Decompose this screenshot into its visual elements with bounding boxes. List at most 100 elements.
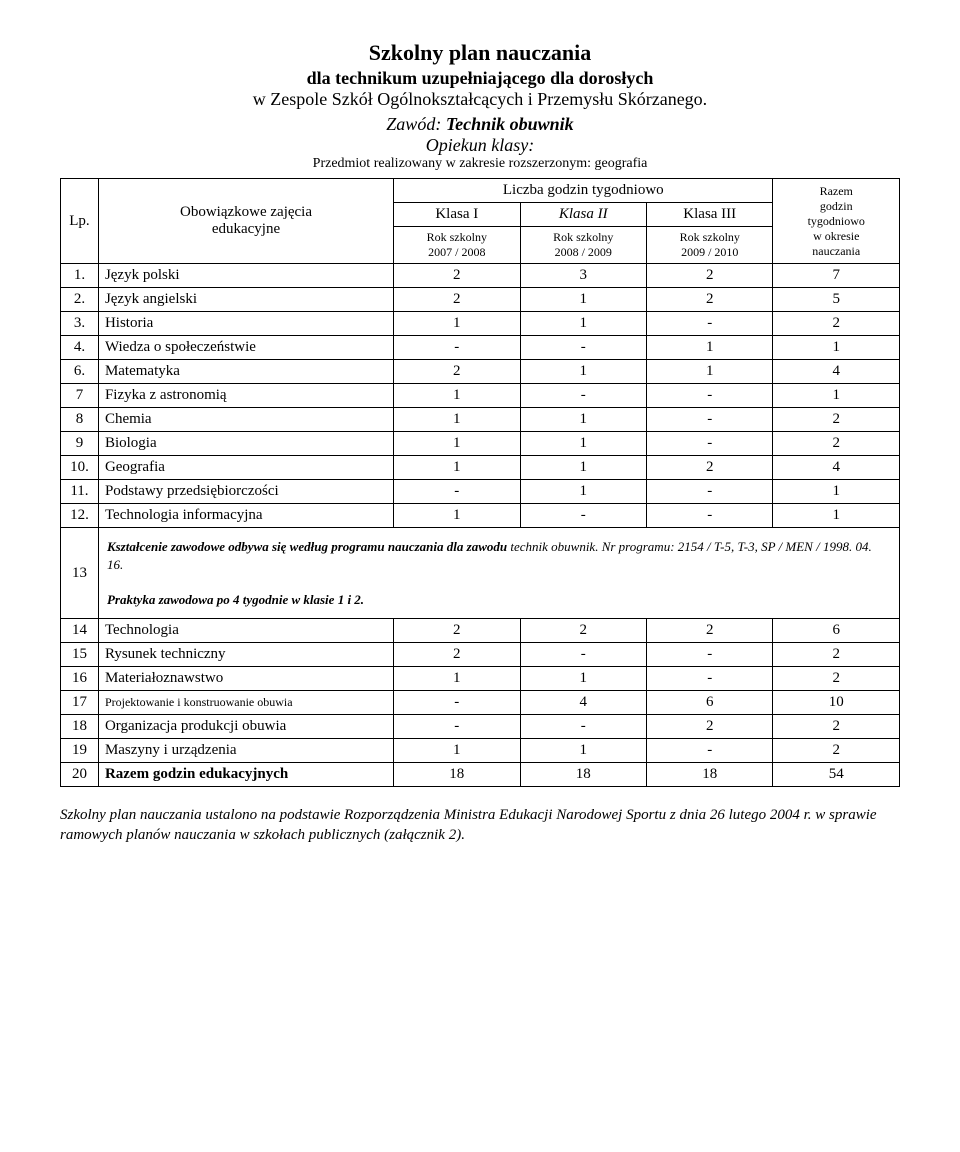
header-total-4: w okresie [779, 229, 893, 244]
note-row: 13Kształcenie zawodowe odbywa się według… [61, 528, 900, 619]
cell-class: 1 [520, 480, 646, 504]
table-row: 8Chemia11-2 [61, 408, 900, 432]
cell-subject: Język angielski [98, 288, 393, 312]
subtitle-2: w Zespole Szkół Ogólnokształcących i Prz… [60, 89, 900, 110]
subtitle-3: Zawód: Technik obuwnik [60, 114, 900, 135]
cell-class: 18 [520, 763, 646, 787]
cell-class: 1 [520, 288, 646, 312]
header-year-3: Rok szkolny 2009 / 2010 [646, 227, 773, 264]
cell-total: 54 [773, 763, 900, 787]
cell-lp: 10. [61, 456, 99, 480]
cell-class: 2 [394, 264, 520, 288]
cell-lp: 8 [61, 408, 99, 432]
header-lp: Lp. [61, 179, 99, 264]
cell-subject: Technologia informacyjna [98, 504, 393, 528]
cell-class: 18 [646, 763, 773, 787]
cell-lp: 7 [61, 384, 99, 408]
header-hours: Liczba godzin tygodniowo [394, 179, 773, 203]
table-row: 7Fizyka z astronomią1--1 [61, 384, 900, 408]
subtitle-1: dla technikum uzupełniającego dla dorosł… [60, 68, 900, 89]
cell-subject: Historia [98, 312, 393, 336]
cell-total: 1 [773, 336, 900, 360]
cell-total: 10 [773, 691, 900, 715]
cell-subject: Organizacja produkcji obuwia [98, 715, 393, 739]
cell-class: 2 [394, 619, 520, 643]
cell-subject: Biologia [98, 432, 393, 456]
cell-total: 2 [773, 739, 900, 763]
cell-lp: 18 [61, 715, 99, 739]
cell-subject: Technologia [98, 619, 393, 643]
note-text: Kształcenie zawodowe odbywa się według p… [98, 528, 899, 619]
table-row: 17Projektowanie i konstruowanie obuwia-4… [61, 691, 900, 715]
cell-class: - [520, 384, 646, 408]
header-year-1: Rok szkolny 2007 / 2008 [394, 227, 520, 264]
cell-class: 2 [646, 715, 773, 739]
cell-lp: 1. [61, 264, 99, 288]
cell-class: - [646, 667, 773, 691]
cell-class: 2 [646, 264, 773, 288]
cell-class: - [520, 336, 646, 360]
cell-lp: 12. [61, 504, 99, 528]
cell-class: - [520, 715, 646, 739]
cell-total: 2 [773, 667, 900, 691]
cell-class: 3 [520, 264, 646, 288]
header-klasa-3: Klasa III [646, 203, 773, 227]
table-row: 20Razem godzin edukacyjnych18181854 [61, 763, 900, 787]
cell-lp: 20 [61, 763, 99, 787]
header-subject: Obowiązkowe zajęcia edukacyjne [98, 179, 393, 264]
header-subject-bot: edukacyjne [105, 221, 387, 238]
cell-class: 1 [394, 408, 520, 432]
cell-class: - [646, 384, 773, 408]
cell-lp: 17 [61, 691, 99, 715]
cell-class: - [646, 312, 773, 336]
cell-class: - [646, 480, 773, 504]
cell-class: 1 [646, 336, 773, 360]
cell-class: 2 [394, 360, 520, 384]
table-row: 14Technologia2226 [61, 619, 900, 643]
cell-lp: 19 [61, 739, 99, 763]
cell-class: 2 [646, 288, 773, 312]
cell-class: 1 [646, 360, 773, 384]
cell-subject: Fizyka z astronomią [98, 384, 393, 408]
cell-class: - [646, 504, 773, 528]
cell-class: - [394, 480, 520, 504]
table-row: 10.Geografia1124 [61, 456, 900, 480]
cell-class: 1 [394, 384, 520, 408]
cell-class: 1 [520, 312, 646, 336]
cell-class: 2 [646, 456, 773, 480]
cell-subject: Podstawy przedsiębiorczości [98, 480, 393, 504]
cell-subject: Geografia [98, 456, 393, 480]
header-total-5: nauczania [779, 244, 893, 259]
table-row: 11.Podstawy przedsiębiorczości-1-1 [61, 480, 900, 504]
cell-class: - [646, 408, 773, 432]
cell-class: - [520, 504, 646, 528]
cell-lp: 9 [61, 432, 99, 456]
cell-class: - [394, 715, 520, 739]
header-total: Razem godzin tygodniowo w okresie naucza… [773, 179, 900, 264]
cell-lp: 11. [61, 480, 99, 504]
cell-class: 4 [520, 691, 646, 715]
table-row: 9Biologia11-2 [61, 432, 900, 456]
header-total-3: tygodniowo [779, 214, 893, 229]
cell-lp: 14 [61, 619, 99, 643]
cell-class: 2 [394, 643, 520, 667]
header-klasa-2: Klasa II [520, 203, 646, 227]
cell-total: 1 [773, 480, 900, 504]
cell-class: 6 [646, 691, 773, 715]
table-row: 18Organizacja produkcji obuwia--22 [61, 715, 900, 739]
cell-class: 1 [520, 360, 646, 384]
cell-class: 1 [394, 739, 520, 763]
cell-total: 2 [773, 643, 900, 667]
header-subject-top: Obowiązkowe zajęcia [105, 204, 387, 221]
table-row: 12.Technologia informacyjna1--1 [61, 504, 900, 528]
table-row: 15Rysunek techniczny2--2 [61, 643, 900, 667]
cell-lp: 16 [61, 667, 99, 691]
cell-total: 1 [773, 504, 900, 528]
cell-class: 18 [394, 763, 520, 787]
subtitle-4: Opiekun klasy: [60, 135, 900, 156]
cell-total: 7 [773, 264, 900, 288]
cell-lp: 6. [61, 360, 99, 384]
footer-note: Szkolny plan nauczania ustalono na podst… [60, 805, 900, 846]
cell-lp: 3. [61, 312, 99, 336]
table-row: 1.Język polski2327 [61, 264, 900, 288]
